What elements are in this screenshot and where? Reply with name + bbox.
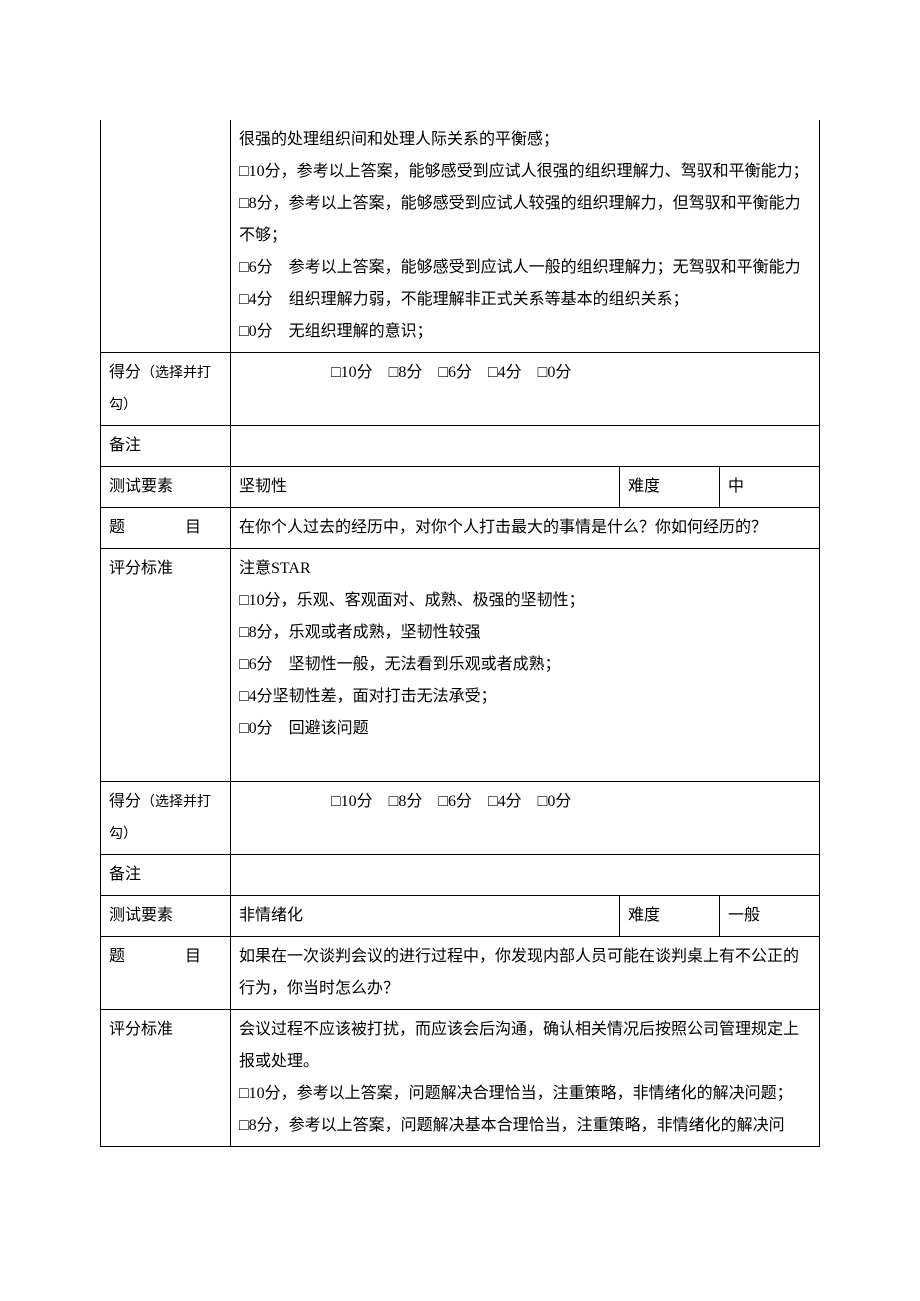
criteria-label: 评分标准 — [101, 1010, 231, 1147]
evaluation-table: 很强的处理组织间和处理人际关系的平衡感； □10分，参考以上答案，能够感受到应试… — [100, 120, 820, 1147]
criteria-line: □4分坚韧性差，面对打击无法承受； — [239, 681, 811, 713]
criteria-line: □8分，乐观或者成熟，坚韧性较强 — [239, 617, 811, 649]
criteria-line: □6分 坚韧性一般，无法看到乐观或者成熟； — [239, 649, 811, 681]
criteria-line: 注意STAR — [239, 553, 811, 585]
score-label: 得分 — [109, 364, 141, 381]
question-label: 题目 — [101, 508, 231, 549]
question-label: 题目 — [101, 937, 231, 1010]
section2-score-options[interactable]: □10分 □8分 □6分 □4分 □0分 — [231, 782, 820, 855]
test-element-label: 测试要素 — [101, 896, 231, 937]
section3-criteria-cell: 会议过程不应该被打扰，而应该会后沟通，确认相关情况后按照公司管理规定上报或处理。… — [231, 1010, 820, 1147]
criteria-line: □0分 无组织理解的意识； — [239, 316, 811, 348]
criteria-line: □8分，参考以上答案，问题解决基本合理恰当，注重策略，非情绪化的解决问 — [239, 1110, 811, 1142]
score-label: 得分 — [109, 793, 141, 810]
section2-criteria-cell: 注意STAR □10分，乐观、客观面对、成熟、极强的坚韧性； □8分，乐观或者成… — [231, 549, 820, 782]
score-label-cell: 得分（选择并打勾） — [101, 353, 231, 426]
score-label-cell: 得分（选择并打勾） — [101, 782, 231, 855]
section2-question: 在你个人过去的经历中，对你个人打击最大的事情是什么？你如何经历的？ — [231, 508, 820, 549]
criteria-line: □10分，乐观、客观面对、成熟、极强的坚韧性； — [239, 585, 811, 617]
criteria-line: 很强的处理组织间和处理人际关系的平衡感； — [239, 124, 811, 156]
section1-criteria-cell: 很强的处理组织间和处理人际关系的平衡感； □10分，参考以上答案，能够感受到应试… — [231, 120, 820, 353]
section2-notes-value[interactable] — [231, 855, 820, 896]
section3-difficulty: 一般 — [720, 896, 820, 937]
criteria-line: □6分 参考以上答案，能够感受到应试人一般的组织理解力；无驾驭和平衡能力 — [239, 252, 811, 284]
criteria-line: □4分 组织理解力弱，不能理解非正式关系等基本的组织关系； — [239, 284, 811, 316]
criteria-line: □10分，参考以上答案，能够感受到应试人很强的组织理解力、驾驭和平衡能力； — [239, 156, 811, 188]
criteria-label: 评分标准 — [101, 549, 231, 782]
test-element-label: 测试要素 — [101, 467, 231, 508]
section1-notes-value[interactable] — [231, 426, 820, 467]
difficulty-label: 难度 — [620, 896, 720, 937]
criteria-line: □8分，参考以上答案，能够感受到应试人较强的组织理解力，但驾驭和平衡能力不够； — [239, 188, 811, 252]
section1-score-options[interactable]: □10分 □8分 □6分 □4分 □0分 — [231, 353, 820, 426]
notes-label: 备注 — [101, 426, 231, 467]
section2-element: 坚韧性 — [231, 467, 620, 508]
section1-criteria-label-cell — [101, 120, 231, 353]
notes-label: 备注 — [101, 855, 231, 896]
section3-element: 非情绪化 — [231, 896, 620, 937]
criteria-line: □10分，参考以上答案，问题解决合理恰当，注重策略，非情绪化的解决问题； — [239, 1078, 811, 1110]
difficulty-label: 难度 — [620, 467, 720, 508]
criteria-line: 会议过程不应该被打扰，而应该会后沟通，确认相关情况后按照公司管理规定上报或处理。 — [239, 1014, 811, 1078]
criteria-line — [239, 745, 811, 777]
section3-question: 如果在一次谈判会议的进行过程中，你发现内部人员可能在谈判桌上有不公正的行为，你当… — [231, 937, 820, 1010]
section2-difficulty: 中 — [720, 467, 820, 508]
criteria-line: □0分 回避该问题 — [239, 713, 811, 745]
